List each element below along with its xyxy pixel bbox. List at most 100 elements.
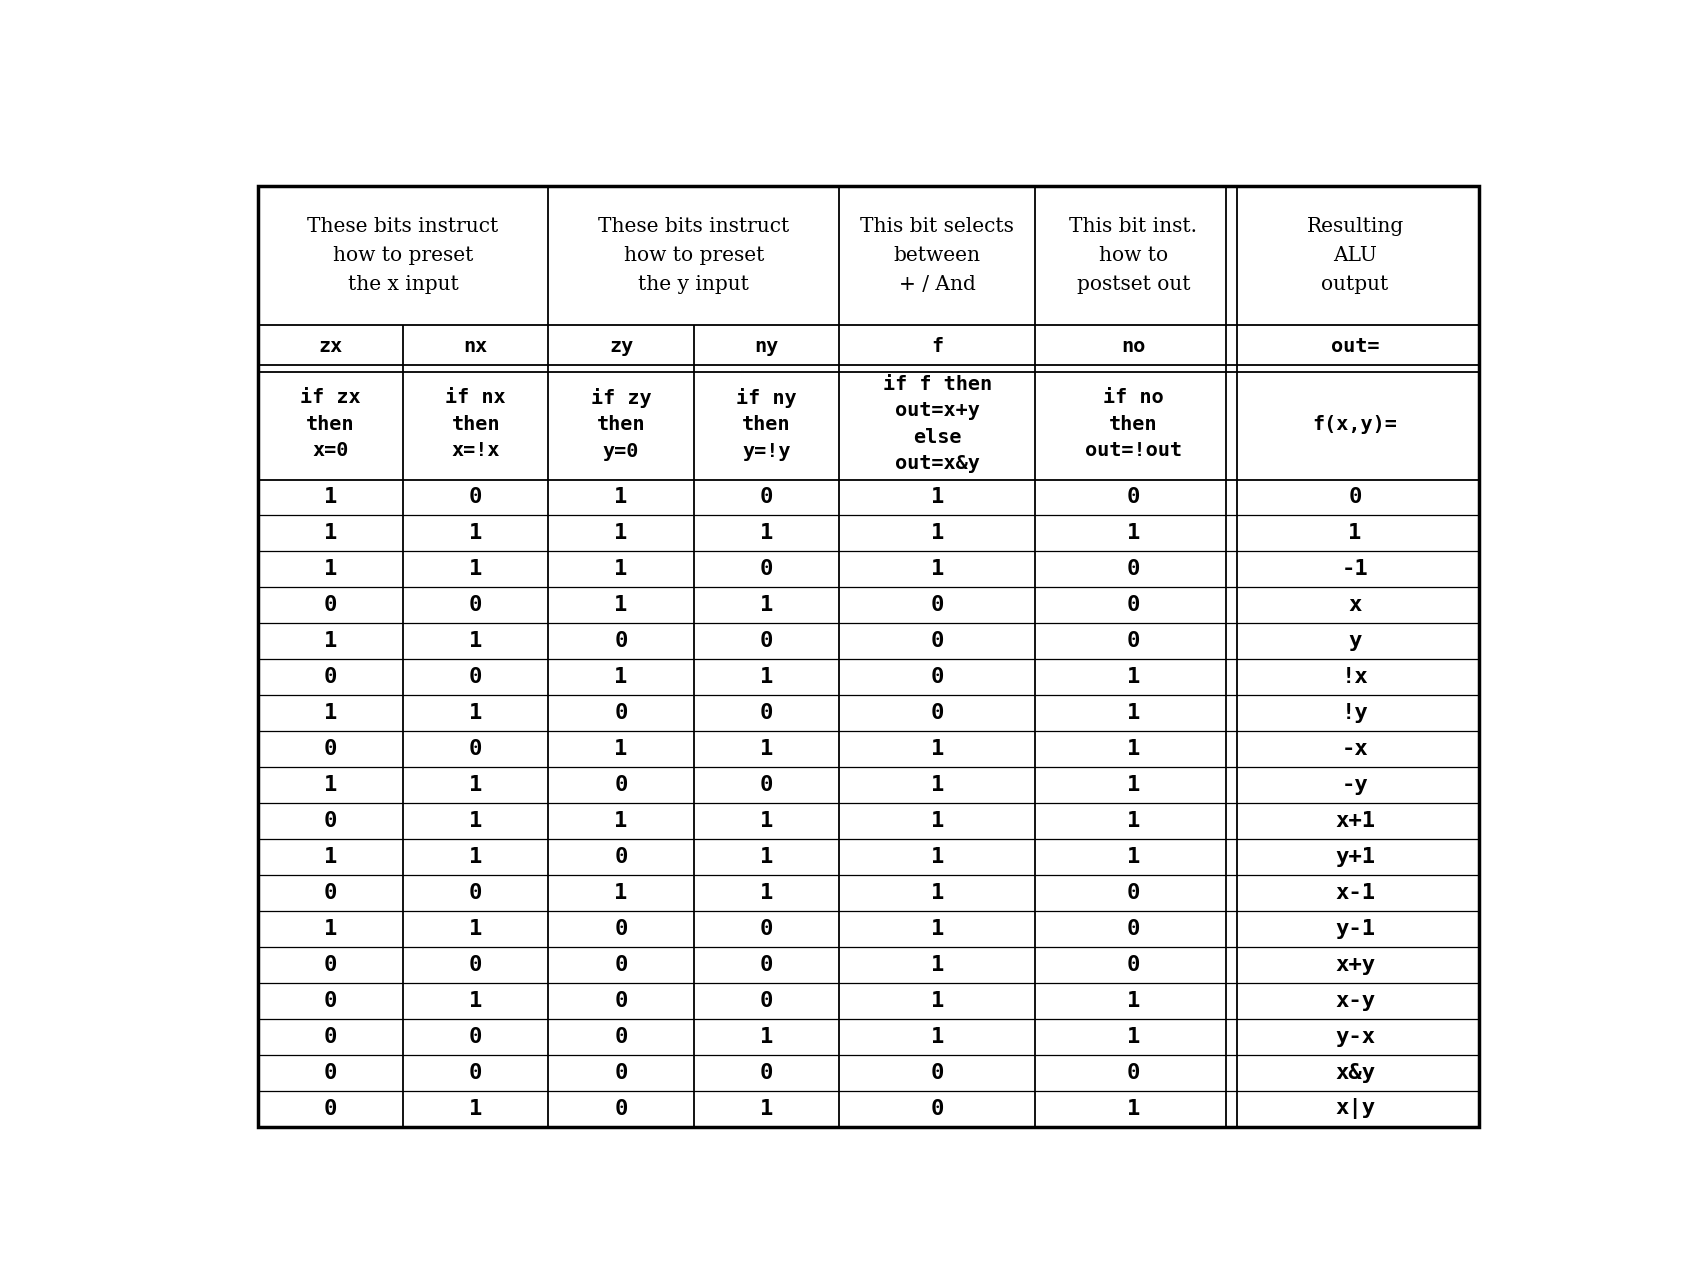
Text: 1: 1	[930, 955, 944, 975]
Text: 0: 0	[615, 775, 628, 795]
Text: ny: ny	[754, 337, 779, 356]
Text: 0: 0	[469, 955, 483, 975]
Text: 0: 0	[930, 1062, 944, 1083]
Text: x+y: x+y	[1335, 955, 1376, 975]
Text: 0: 0	[324, 883, 337, 903]
Text: 0: 0	[615, 1098, 628, 1119]
Text: 0: 0	[1127, 919, 1140, 939]
Text: 1: 1	[930, 811, 944, 831]
Text: 1: 1	[324, 631, 337, 651]
Text: 1: 1	[759, 847, 772, 867]
Text: 1: 1	[469, 1098, 483, 1119]
Text: 1: 1	[469, 919, 483, 939]
Text: 1: 1	[324, 775, 337, 795]
Text: 1: 1	[759, 1026, 772, 1047]
Text: no: no	[1121, 337, 1145, 356]
Text: 1: 1	[1348, 523, 1362, 544]
Text: -y: -y	[1342, 775, 1369, 795]
Text: Resulting
ALU
output: Resulting ALU output	[1306, 217, 1404, 294]
Text: 1: 1	[1127, 1026, 1140, 1047]
Text: 0: 0	[930, 1098, 944, 1119]
Text: 1: 1	[324, 703, 337, 723]
Text: !x: !x	[1342, 667, 1369, 687]
Text: !y: !y	[1342, 703, 1369, 723]
Text: 0: 0	[615, 992, 628, 1011]
Text: 0: 0	[759, 775, 772, 795]
Text: 1: 1	[759, 883, 772, 903]
Text: nx: nx	[464, 337, 488, 356]
Text: 0: 0	[930, 631, 944, 651]
Text: 0: 0	[1127, 631, 1140, 651]
Text: 1: 1	[324, 487, 337, 508]
Text: 1: 1	[930, 487, 944, 508]
Text: 1: 1	[615, 739, 628, 759]
Text: 1: 1	[759, 739, 772, 759]
Text: 0: 0	[1127, 559, 1140, 580]
Text: 1: 1	[930, 559, 944, 580]
Text: 1: 1	[930, 919, 944, 939]
Text: y+1: y+1	[1335, 847, 1376, 867]
Text: 1: 1	[1127, 703, 1140, 723]
Text: f(x,y)=: f(x,y)=	[1313, 414, 1398, 433]
Text: 0: 0	[324, 595, 337, 616]
Text: x: x	[1348, 595, 1362, 616]
Text: 0: 0	[615, 847, 628, 867]
Text: 1: 1	[1127, 667, 1140, 687]
Text: 1: 1	[469, 523, 483, 544]
Text: if no
then
out=!out: if no then out=!out	[1084, 388, 1182, 460]
Text: y: y	[1348, 631, 1362, 651]
Text: 0: 0	[615, 955, 628, 975]
Text: This bit inst.
how to
postset out: This bit inst. how to postset out	[1069, 217, 1198, 294]
Text: 1: 1	[469, 847, 483, 867]
Text: 1: 1	[469, 631, 483, 651]
Text: 0: 0	[469, 739, 483, 759]
Text: 0: 0	[1348, 487, 1362, 508]
Text: 1: 1	[759, 667, 772, 687]
Text: 1: 1	[1127, 739, 1140, 759]
Text: 1: 1	[469, 775, 483, 795]
Text: 1: 1	[759, 523, 772, 544]
Text: if nx
then
x=!x: if nx then x=!x	[446, 388, 507, 460]
Text: 0: 0	[324, 1098, 337, 1119]
Text: 0: 0	[615, 1026, 628, 1047]
Text: 1: 1	[1127, 523, 1140, 544]
Text: 0: 0	[759, 559, 772, 580]
Text: 1: 1	[930, 523, 944, 544]
Text: if zy
then
y=0: if zy then y=0	[591, 387, 652, 460]
Text: 0: 0	[469, 1026, 483, 1047]
Text: 0: 0	[324, 739, 337, 759]
Text: out=: out=	[1331, 337, 1379, 356]
Text: 0: 0	[1127, 883, 1140, 903]
Text: 1: 1	[930, 1026, 944, 1047]
Text: x|y: x|y	[1335, 1098, 1376, 1119]
Text: 0: 0	[615, 631, 628, 651]
Text: 0: 0	[469, 487, 483, 508]
Text: 1: 1	[324, 559, 337, 580]
Text: 0: 0	[469, 883, 483, 903]
Text: 0: 0	[930, 595, 944, 616]
Text: 1: 1	[1127, 1098, 1140, 1119]
Text: 1: 1	[930, 992, 944, 1011]
Text: 0: 0	[324, 1062, 337, 1083]
Text: 1: 1	[469, 992, 483, 1011]
Text: 1: 1	[930, 847, 944, 867]
Text: zy: zy	[608, 337, 634, 356]
Text: 1: 1	[759, 811, 772, 831]
Text: 1: 1	[1127, 992, 1140, 1011]
Text: 1: 1	[615, 883, 628, 903]
Text: 0: 0	[324, 955, 337, 975]
Text: 1: 1	[469, 811, 483, 831]
Text: 0: 0	[930, 703, 944, 723]
Text: 1: 1	[324, 847, 337, 867]
Text: 1: 1	[469, 703, 483, 723]
Text: 0: 0	[759, 1062, 772, 1083]
Text: x&y: x&y	[1335, 1062, 1376, 1083]
Text: 1: 1	[615, 487, 628, 508]
Text: 1: 1	[759, 595, 772, 616]
Text: 0: 0	[1127, 1062, 1140, 1083]
Text: These bits instruct
how to preset
the y input: These bits instruct how to preset the y …	[598, 217, 789, 294]
Text: 0: 0	[615, 919, 628, 939]
Text: 0: 0	[759, 992, 772, 1011]
Text: 1: 1	[615, 595, 628, 616]
Text: This bit selects
between
+ / And: This bit selects between + / And	[861, 217, 1015, 294]
